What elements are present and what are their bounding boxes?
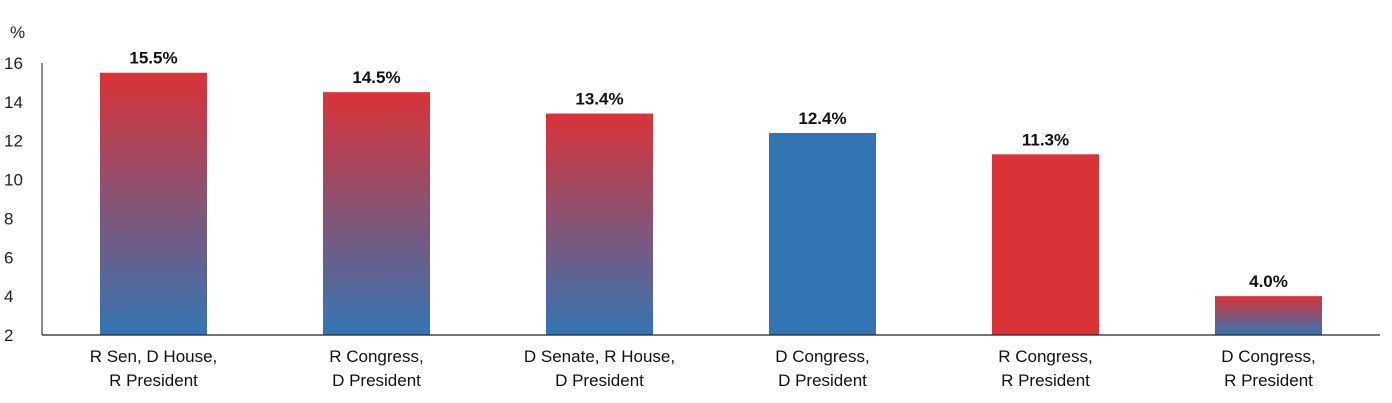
bar-data-label: 13.4%	[575, 90, 623, 109]
y-axis-unit-label: %	[10, 23, 25, 42]
x-tick-label: D President	[778, 371, 867, 390]
x-tick-label: R President	[109, 371, 198, 390]
y-tick-label: 16	[4, 54, 23, 73]
bar	[100, 72, 207, 335]
bar-data-label: 12.4%	[798, 109, 846, 128]
bar-data-label: 11.3%	[1022, 130, 1069, 149]
bar	[1215, 296, 1322, 335]
x-tick-label: R Sen, D House,	[90, 347, 218, 366]
x-axis-labels: R Sen, D House, R President R Congress, D P…	[90, 347, 1316, 390]
y-tick-label: 4	[4, 287, 13, 306]
x-tick-label: D President	[555, 371, 644, 390]
x-tick-label: D Senate, R House,	[524, 347, 675, 366]
x-tick-label: D Congress,	[1221, 347, 1315, 366]
y-tick-label: 12	[4, 132, 23, 151]
y-tick-label: 2	[4, 326, 13, 345]
y-tick-label: 10	[4, 171, 23, 190]
y-tick-label: 6	[4, 248, 13, 267]
bar	[546, 113, 653, 335]
bar	[992, 154, 1099, 335]
x-tick-label: D Congress,	[775, 347, 869, 366]
x-tick-label: R President	[1224, 371, 1313, 390]
x-tick-label: R President	[1001, 371, 1090, 390]
x-tick-label: D President	[332, 371, 421, 390]
x-tick-label: R Congress,	[998, 347, 1092, 366]
y-axis-ticks: 2 4 6 8 10 12 14 16	[4, 54, 23, 345]
data-labels: 15.5% 14.5% 13.4% 12.4% 11.3% 4.0%	[129, 49, 1287, 291]
y-tick-label: 8	[4, 209, 13, 228]
bar-data-label: 15.5%	[129, 49, 177, 68]
bars	[100, 72, 1322, 336]
y-tick-label: 14	[4, 93, 23, 112]
x-tick-label: R Congress,	[329, 347, 423, 366]
bar	[323, 92, 430, 336]
bar-data-label: 14.5%	[352, 68, 400, 87]
bar-data-label: 4.0%	[1249, 272, 1288, 291]
bar	[769, 132, 876, 335]
